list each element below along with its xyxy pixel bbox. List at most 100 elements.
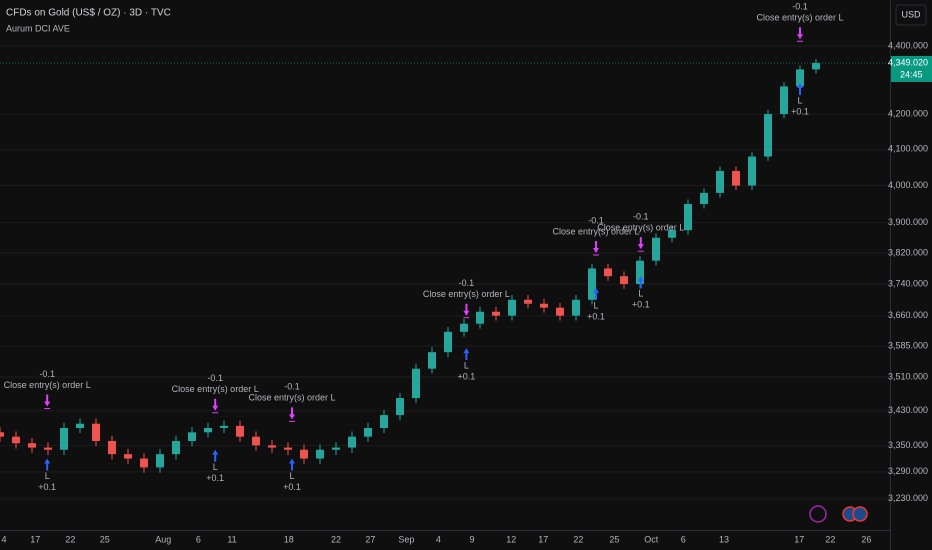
candle-body [12,436,20,444]
grid [0,45,890,500]
candle-body [188,432,196,442]
candle-body [172,441,180,455]
candle-body [556,307,564,316]
y-tick-label: 3,660.000 [888,310,928,320]
candle-body [780,86,788,115]
exit-qty: -0.1 [207,373,223,383]
candle-body [364,427,372,437]
x-tick-label: 13 [719,534,729,544]
exit-qty: -0.1 [588,215,604,225]
candle-body [588,268,596,300]
candle-body [76,423,84,428]
entry-label: L [213,462,218,472]
candle-body [140,458,148,468]
candle-body [540,303,548,308]
entry-arrow [593,287,599,300]
x-tick-label: 22 [65,534,75,544]
candle-body [44,447,52,450]
x-tick-label: 22 [825,534,835,544]
candle-body [508,299,516,316]
candle-body [524,299,532,304]
candle-body [748,156,756,186]
x-tick-label: 22 [331,534,341,544]
candle-body [428,352,436,369]
candle-body [380,415,388,428]
entry-arrow [289,458,295,471]
indicator-name: Aurum DCI AVE [6,23,70,33]
candle-body [124,454,132,459]
candle-body [652,237,660,261]
x-tick-label: 18 [284,534,294,544]
exit-arrow [44,394,51,407]
exit-label: Close entry(s) order L [172,384,259,394]
entry-qty: +0.1 [791,106,809,116]
y-tick-label: 3,585.000 [888,340,928,350]
candle-body [268,445,276,448]
exit-qty: -0.1 [633,212,649,222]
entry-arrow [212,449,219,462]
exit-label: Close entry(s) order L [248,393,335,403]
entry-qty: +0.1 [38,482,56,492]
entry-arrow [797,82,803,95]
candle-body [572,299,580,316]
y-tick-label: 3,740.000 [888,278,928,288]
x-tick-label: 25 [609,534,619,544]
y-tick-label: 4,000.000 [888,180,928,190]
candle-body [700,192,708,204]
exit-arrow [212,398,219,411]
exit-arrow [637,237,644,250]
x-tick-label: 27 [365,534,375,544]
exit-label: Close entry(s) order L [597,223,684,233]
last-price-tag [891,55,932,82]
x-tick-label: 9 [469,534,474,544]
event-icon[interactable] [852,506,868,522]
candle-body [636,260,644,285]
candle-body [412,368,420,399]
entry-label: L [45,471,50,481]
y-tick-label: 3,350.000 [888,440,928,450]
candle-body [0,432,4,437]
entry-qty: +0.1 [458,371,476,381]
exit-arrow [797,27,803,40]
entry-arrow [637,276,644,289]
candle-body [684,203,692,231]
exit-arrow [463,303,470,316]
candle-body [332,447,340,450]
candle-body [492,311,500,316]
candle-body [812,62,820,70]
x-tick-label: 6 [681,534,686,544]
exit-label: Close entry(s) order L [423,289,510,299]
x-tick-label: 17 [538,534,548,544]
x-tick-label: 25 [100,534,110,544]
exit-label: Close entry(s) order L [756,13,843,23]
candle-body [620,276,628,285]
candle-body [476,311,484,324]
currency-label[interactable]: USD [901,9,921,19]
x-tick-label: 17 [30,534,40,544]
plot [0,27,890,473]
candle-body [796,69,804,87]
candle-body [300,449,308,459]
candle-body [444,331,452,353]
candle-body [92,423,100,442]
currency-button[interactable] [895,4,927,26]
entry-qty: +0.1 [632,300,650,310]
candle-body [316,449,324,459]
candle-body [764,114,772,157]
entry-label: L [797,95,802,105]
candle-body [204,427,212,433]
y-tick-label: 4,200.000 [888,108,928,118]
candle-body [732,170,740,186]
exit-arrow [593,241,599,254]
bottom-icons [809,505,868,523]
y-tick-label: 3,820.000 [888,247,928,257]
candle-body [668,230,676,238]
y-tick-label: 3,430.000 [888,405,928,415]
candle-body [348,436,356,448]
x-tick-label: 17 [794,534,804,544]
candle-body [108,441,116,455]
x-tick-label: Sep [398,534,414,544]
candle-body [220,425,228,428]
event-icon[interactable] [809,505,827,523]
